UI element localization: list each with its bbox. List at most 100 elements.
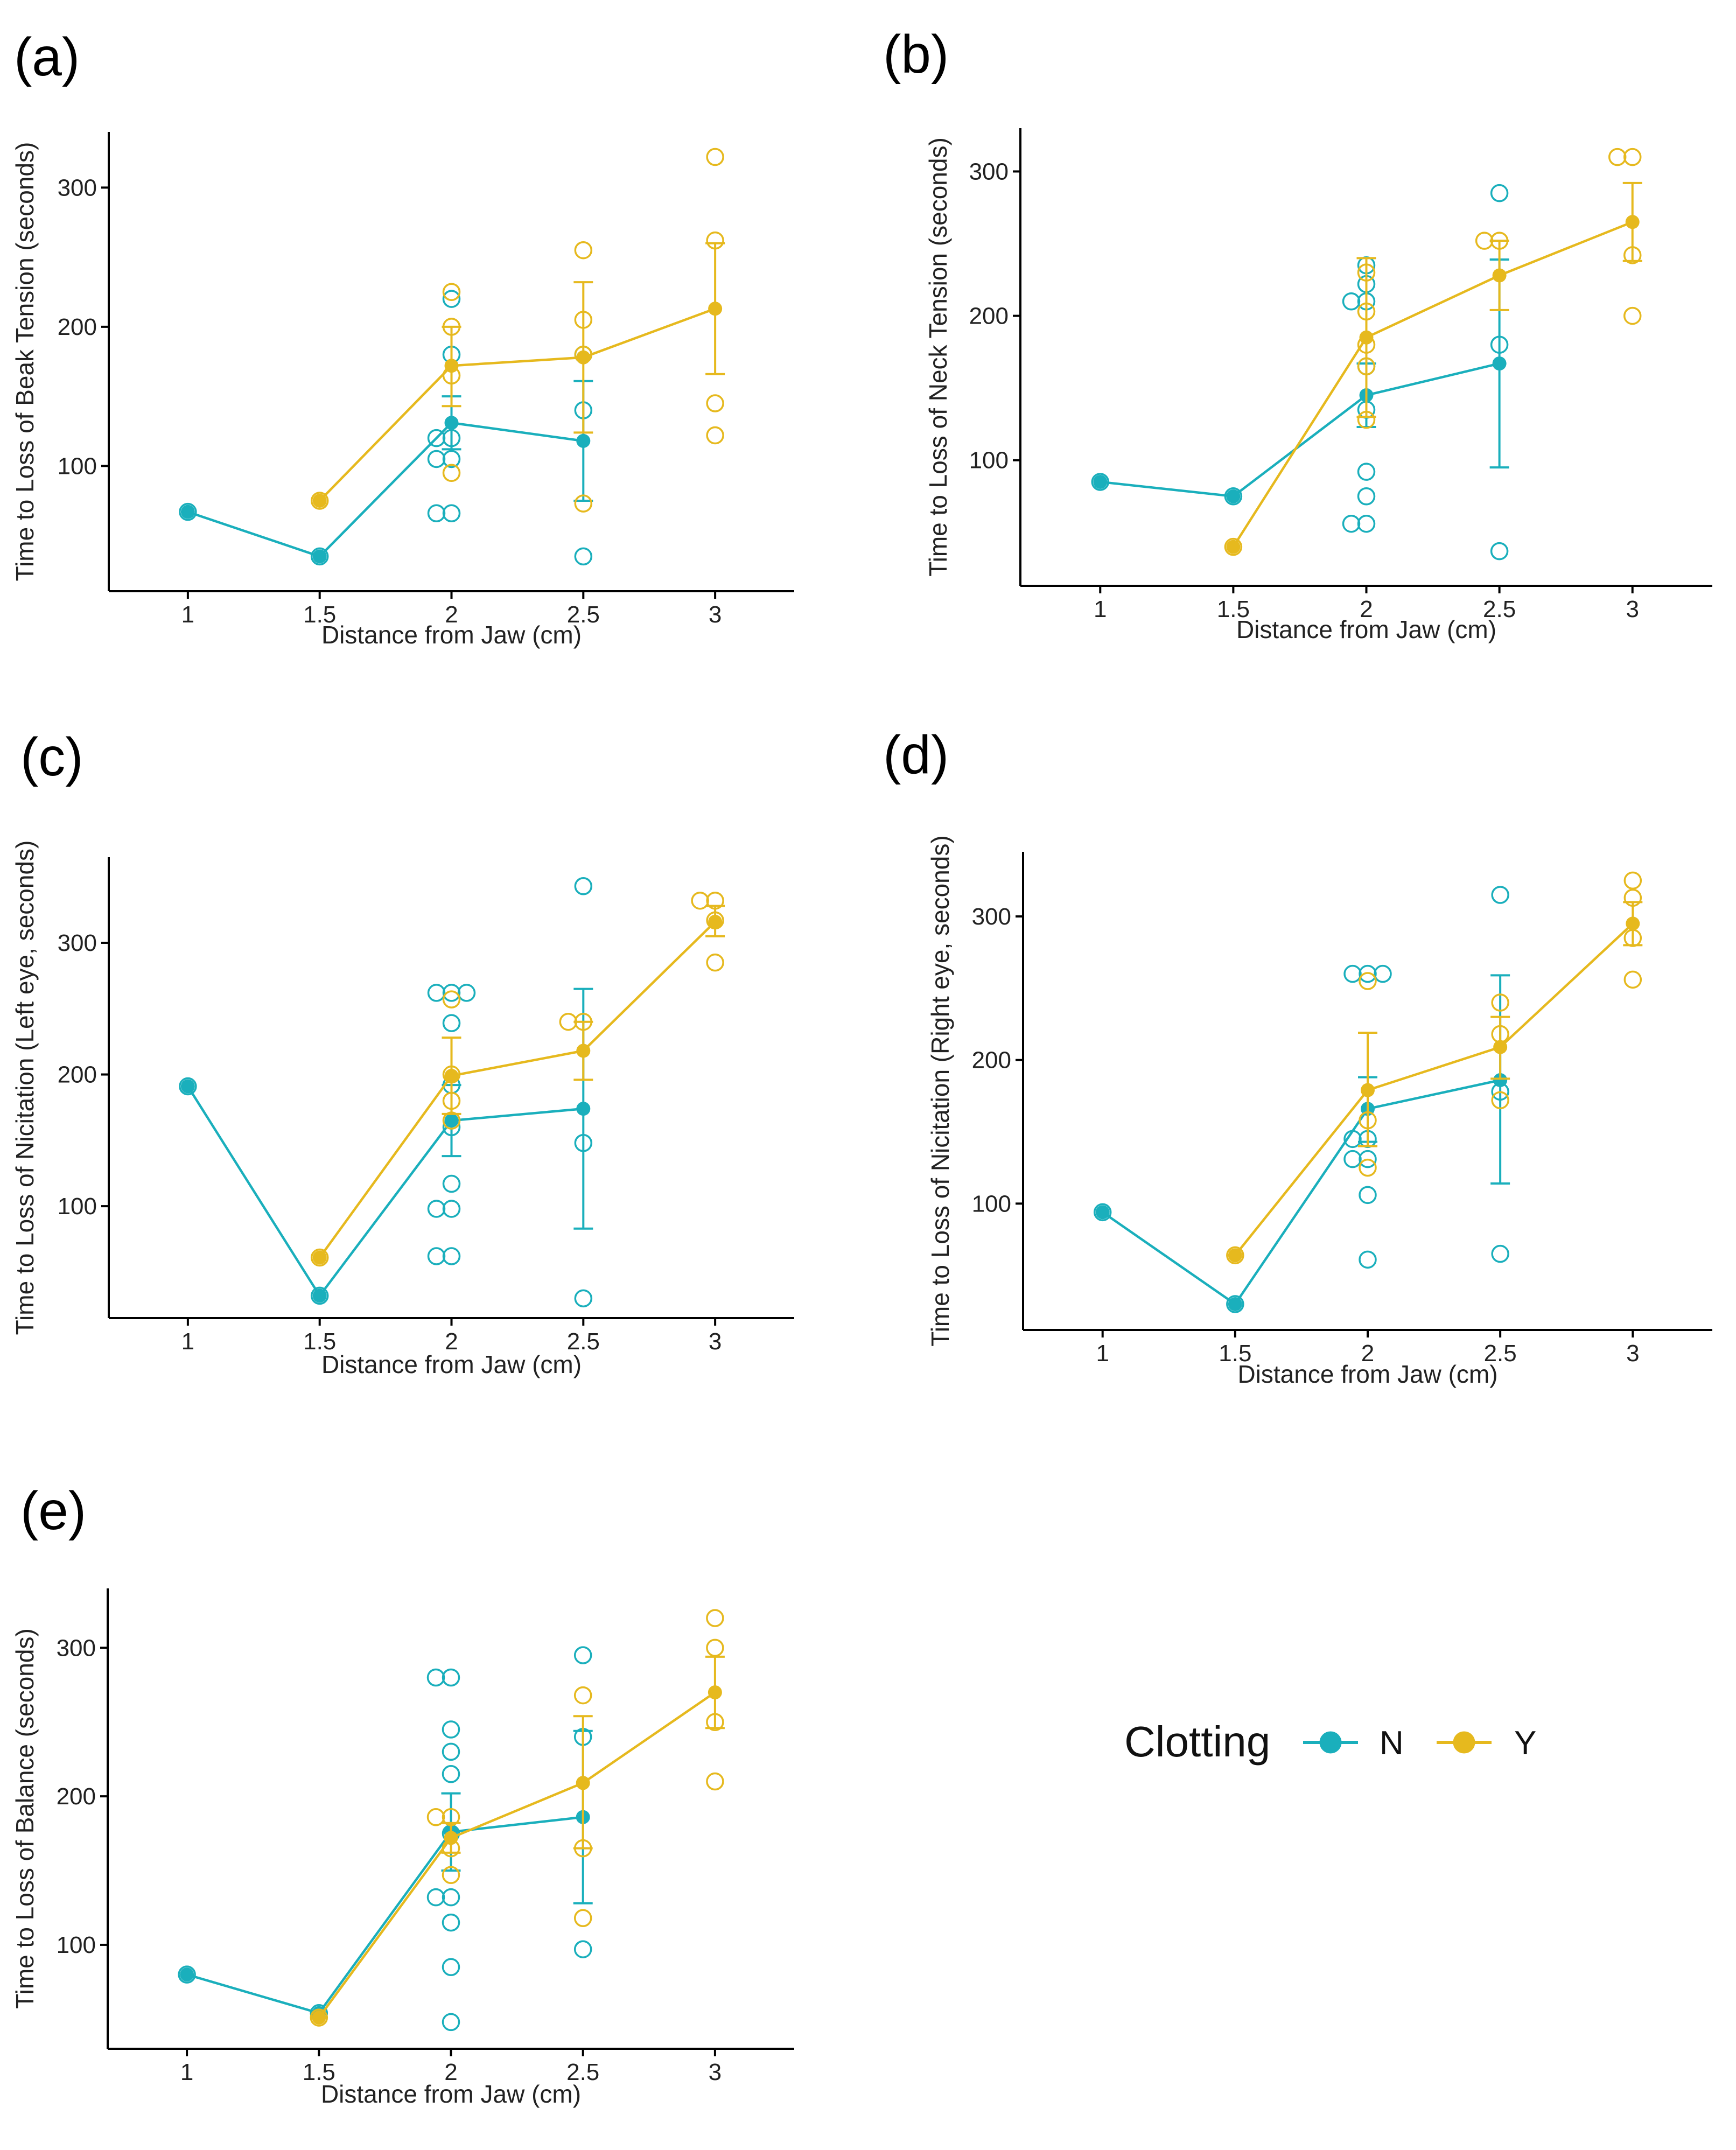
- mean-point-N: [444, 416, 459, 430]
- x-tick-label: 3: [709, 2059, 722, 2085]
- mean-line-N: [186, 1085, 584, 1298]
- y-tick-label: 100: [972, 1190, 1011, 1217]
- data-point-N: [573, 1940, 592, 1958]
- data-point-N: [442, 1888, 460, 1907]
- mean-point-Y: [444, 1068, 459, 1083]
- y-tick-label: 300: [58, 930, 97, 956]
- data-point-N: [457, 984, 476, 1002]
- x-tick-label: 1.5: [303, 601, 336, 628]
- x-tick-label: 1.5: [303, 1328, 336, 1355]
- y-axis-title: Time to Loss of Beak Tension (seconds): [11, 142, 39, 582]
- panel-d: (d) 1 1.5 2 2.5 3 100 200 300 Distance from Jaw (…: [883, 725, 1712, 1388]
- mean-line-N: [1100, 362, 1500, 498]
- mean-point-Y: [576, 1044, 591, 1058]
- legend-label-Y: Y: [1514, 1725, 1536, 1762]
- panel-label: (e): [20, 1481, 86, 1541]
- x-axis-title: Distance from Jaw (cm): [321, 1350, 582, 1378]
- panel-e: (e) 1 1.5 2 2.5 3 100 200 300 Distance from Jaw (…: [11, 1481, 794, 2108]
- y-tick-label: 200: [972, 1047, 1011, 1074]
- data-point-Y: [426, 1808, 445, 1826]
- data-point-Y: [691, 891, 709, 910]
- series-Y: [1226, 871, 1643, 1265]
- y-tick-label: 300: [58, 174, 97, 201]
- data-point-Y: [706, 953, 724, 972]
- mean-point-Y: [1226, 540, 1241, 554]
- y-tick-label: 100: [57, 1932, 96, 1958]
- x-tick-label: 2.5: [1483, 596, 1516, 622]
- data-point-N: [442, 2013, 460, 2032]
- mean-point-Y: [1493, 1040, 1508, 1054]
- panel-label: (d): [883, 725, 949, 785]
- mean-point-Y: [312, 2011, 326, 2025]
- mean-point-Y: [1361, 1083, 1375, 1097]
- y-tick-label: 200: [58, 314, 97, 340]
- mean-line-Y: [1234, 922, 1634, 1256]
- legend-key-N: [1303, 1731, 1358, 1754]
- data-point-N: [442, 450, 461, 468]
- data-point-N: [442, 1174, 461, 1193]
- data-point-N: [442, 1742, 460, 1761]
- data-point-Y: [706, 426, 724, 445]
- y-axis-title: Time to Loss of Neck Tension (seconds): [924, 137, 952, 577]
- y-axis-title: Time to Loss of Nicitation (Right eye, s…: [926, 835, 954, 1346]
- data-point-N: [442, 1958, 460, 1977]
- data-point-N: [442, 1720, 460, 1739]
- x-tick-label: 2.5: [567, 1328, 600, 1355]
- mean-point-Y: [708, 1685, 722, 1700]
- data-point-Y: [1359, 972, 1377, 990]
- x-tick-label: 1.5: [1219, 1340, 1251, 1367]
- mean-point-Y: [708, 302, 723, 316]
- mean-line-N: [1102, 1078, 1501, 1306]
- data-point-N: [573, 1646, 592, 1664]
- data-point-Y: [1224, 537, 1243, 556]
- mean-point-Y: [1626, 916, 1640, 931]
- y-axis-title: Time to Loss of Balance (seconds): [11, 1628, 39, 2009]
- data-point-Y: [573, 1686, 592, 1705]
- y-tick-label: 200: [58, 1062, 97, 1088]
- data-point-Y: [1359, 1158, 1377, 1177]
- data-point-N: [427, 429, 446, 447]
- data-point-Y: [706, 394, 724, 412]
- mean-point-N: [312, 1288, 327, 1303]
- data-point-Y: [442, 1866, 460, 1885]
- data-point-N: [1359, 1186, 1377, 1204]
- y-axis-title: Time to Loss of Nicitation (Left eye, se…: [11, 841, 39, 1335]
- panel-a: (a) 1 1.5 2 2.5 3 100 200 300 Distance from Jaw (…: [11, 27, 794, 649]
- mean-point-Y: [708, 914, 723, 929]
- mean-point-Y: [1492, 268, 1507, 283]
- data-point-N: [178, 1965, 196, 1984]
- data-point-Y: [442, 464, 461, 482]
- data-point-N: [427, 984, 446, 1002]
- series-N: [179, 290, 593, 566]
- data-point-Y: [706, 1609, 724, 1627]
- mean-point-N: [1493, 1073, 1508, 1087]
- mean-point-N: [1492, 356, 1507, 371]
- mean-point-N: [180, 1967, 194, 1982]
- mean-line-Y: [318, 1691, 716, 2019]
- data-point-N: [442, 1200, 461, 1218]
- data-point-N: [1343, 964, 1362, 983]
- data-point-N: [427, 1200, 446, 1218]
- series-Y: [310, 148, 725, 513]
- x-tick-label: 1: [180, 2059, 193, 2085]
- panel-label: (a): [14, 27, 80, 87]
- data-point-Y: [442, 990, 461, 1009]
- mean-point-N: [576, 433, 591, 448]
- data-point-N: [442, 290, 461, 308]
- x-tick-label: 2: [444, 2059, 457, 2085]
- data-point-N: [426, 1668, 445, 1687]
- data-point-N: [1357, 463, 1376, 481]
- mean-point-Y: [444, 1831, 458, 1845]
- panel-b: (b) 1 1.5 2 2.5 3 100 200 300 Distance from Jaw (…: [883, 24, 1712, 643]
- data-point-N: [310, 547, 329, 566]
- mean-point-Y: [576, 350, 591, 365]
- data-point-N: [574, 877, 593, 895]
- x-axis-title: Distance from Jaw (cm): [321, 621, 582, 649]
- data-point-Y: [706, 1772, 724, 1791]
- mean-point-Y: [576, 1776, 590, 1790]
- data-point-N: [1342, 514, 1361, 533]
- data-point-N: [179, 502, 197, 521]
- data-point-N: [1359, 1250, 1377, 1269]
- x-tick-label: 2.5: [567, 601, 600, 628]
